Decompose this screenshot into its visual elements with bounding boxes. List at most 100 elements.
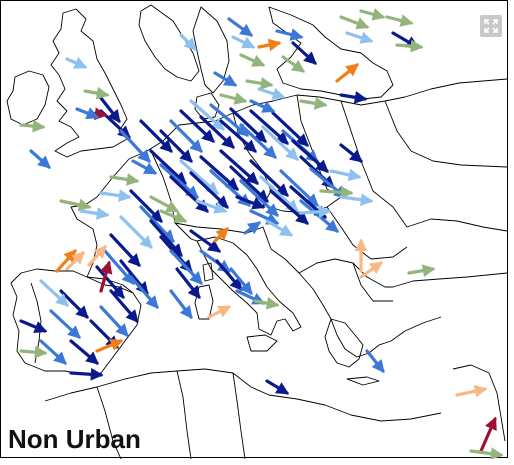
map-panel [0,0,508,459]
trend-arrow [253,296,280,310]
greece-outline [324,318,364,368]
trend-arrow [365,349,385,373]
trend-arrow [281,55,306,73]
trend-arrow [455,384,488,398]
trend-arrow [269,189,309,225]
trend-arrow [131,159,158,175]
trend-arrow [19,119,46,133]
trend-arrow [149,219,183,257]
balkans-coast [270,248,442,358]
trend-arrow [109,289,139,323]
trend-arrow [239,53,266,67]
trend-arrow [329,168,362,182]
trend-arrow [231,35,256,49]
trend-arrow [109,233,141,267]
alps-border [174,222,272,250]
trend-arrow [239,123,277,159]
trend-arrow [229,165,269,203]
trend-arrow [189,171,229,209]
trend-arrow [19,345,48,359]
trend-arrow [19,319,48,333]
trend-arrow [195,199,228,214]
trend-arrow [199,115,235,149]
trend-arrow [229,107,267,143]
trend-arrow [169,289,193,320]
sicily-outline [246,334,278,352]
trend-arrow [99,305,129,337]
spain-france-border [86,276,134,294]
poland-border [296,94,342,198]
sardinia-outline [194,284,214,320]
black-sea-outline [406,218,508,232]
trend-arrow [149,195,180,213]
trend-arrow [265,219,294,237]
trend-arrow [169,119,203,153]
trend-arrow [469,447,504,459]
italy-outline [196,236,302,336]
trend-arrow [119,215,153,249]
trend-arrow [299,199,339,233]
trend-arrow [249,209,280,225]
trend-arrow [95,339,124,353]
trend-arrow [335,63,359,83]
trend-arrow [39,339,67,365]
trend-arrow [259,175,299,213]
map-label: Non Urban [8,424,141,454]
trend-arrow [291,41,317,65]
trend-arrow [279,169,319,207]
trend-arrow [407,264,436,277]
trend-arrow [229,267,253,295]
trend-arrow [257,87,286,100]
trend-arrow [299,97,328,110]
trend-arrow [265,379,290,395]
trend-arrow [213,71,238,87]
trend-arrow [359,261,384,279]
trend-arrow [261,125,299,161]
trend-arrow [159,129,193,163]
corsica-outline [202,262,214,282]
crete-outline [346,376,380,386]
trend-arrow [175,267,201,300]
trend-arrow [359,8,386,21]
ireland-outline [6,70,50,126]
trend-arrow [169,249,203,285]
trend-arrow [49,309,81,339]
trend-arrow [219,119,257,153]
trend-arrow [75,107,100,120]
trend-arrow [339,143,363,163]
eastern-border-1 [340,100,408,228]
trend-arrow [139,205,175,243]
turkey-coast [392,272,508,288]
trend-arrow [245,77,274,90]
romania-border [326,206,408,260]
north-africa-coast [44,368,442,422]
trend-arrow [179,159,219,195]
trend-arrow [339,193,374,206]
trend-arrow [339,15,370,30]
europe-map [6,4,508,459]
trend-arrow [103,249,135,285]
trend-arrow [299,205,332,219]
trend-arrow [179,109,215,143]
trend-arrow [69,367,104,381]
trend-arrow [275,28,304,41]
trend-arrow [39,279,69,307]
trend-arrow [235,195,266,210]
trend-arrow [29,149,51,169]
trend-arrow [99,260,113,293]
trend-arrow [257,38,282,52]
trend-arrow [339,91,368,104]
trend-arrow [119,259,149,295]
trend-arrow [83,86,110,100]
trend-arrow [149,149,187,185]
trend-arrow [209,103,249,137]
trend-arrow [395,39,424,53]
trend-arrow [207,305,232,319]
trend-arrow [243,221,262,235]
expand-icon [484,19,498,33]
trend-arrow [159,163,199,199]
expand-button[interactable] [480,15,502,37]
trend-arrow [119,129,151,163]
trend-arrow [213,227,229,243]
trend-arrow [345,31,374,44]
